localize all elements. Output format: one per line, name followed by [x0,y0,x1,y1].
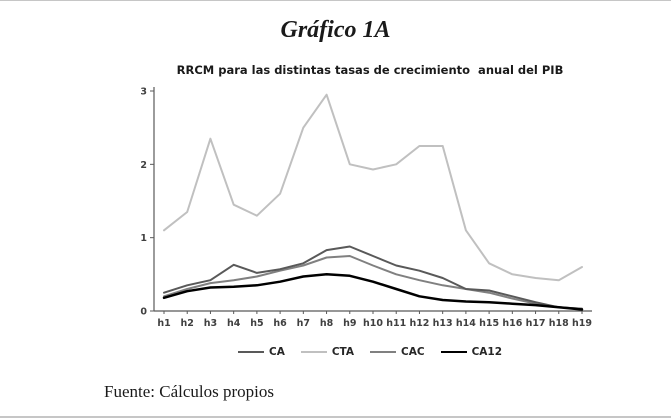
svg-text:h7: h7 [297,318,310,329]
legend-label: CAC [401,346,425,358]
legend-label: CA12 [471,346,503,358]
svg-text:h18: h18 [549,318,569,329]
svg-text:h8: h8 [320,318,334,329]
legend-line-ca [237,351,264,353]
svg-text:0: 0 [140,307,147,318]
svg-text:3: 3 [140,87,147,98]
svg-text:h17: h17 [526,318,546,329]
svg-text:h6: h6 [273,318,287,329]
legend-item-cac: CAC [370,346,425,358]
legend-item-ca: CA [237,346,285,358]
chart-title: RRCM para las distintas tasas de crecimi… [176,63,564,77]
chart-legend: CA CTA CAC CA12 [128,346,598,358]
svg-text:h3: h3 [204,318,217,329]
legend-line-cta [300,351,327,353]
svg-text:1: 1 [140,233,147,244]
svg-text:h4: h4 [227,318,241,329]
legend-label: CA [268,346,285,358]
line-chart: 0 1 2 3 h1 h2 h3 h4 h5 h6 h7 h8 h9 h10 h11 h12 h13 h14 h15… [140,87,592,329]
legend-line-cac [370,351,397,353]
svg-text:2: 2 [140,160,147,171]
svg-text:h15: h15 [479,318,499,329]
svg-text:h13: h13 [433,318,453,329]
svg-text:h10: h10 [363,318,383,329]
legend-item-cta: CTA [300,346,355,358]
svg-text:h5: h5 [250,318,263,329]
figure-title: Gráfico 1A [280,17,391,43]
chart: RRCM para las distintas tasas de crecimi… [128,63,598,358]
svg-text:h2: h2 [181,318,194,329]
svg-text:h9: h9 [343,318,356,329]
legend-label: CTA [331,346,355,358]
legend-item-ca12: CA12 [440,346,503,358]
svg-text:h11: h11 [386,318,406,329]
svg-text:h16: h16 [502,318,522,329]
svg-text:h19: h19 [572,318,592,329]
svg-text:h12: h12 [409,318,429,329]
legend-line-ca12 [440,351,467,353]
source-note: Fuente: Cálculos propios [104,382,274,401]
svg-text:h1: h1 [157,318,170,329]
svg-text:h14: h14 [456,318,476,329]
